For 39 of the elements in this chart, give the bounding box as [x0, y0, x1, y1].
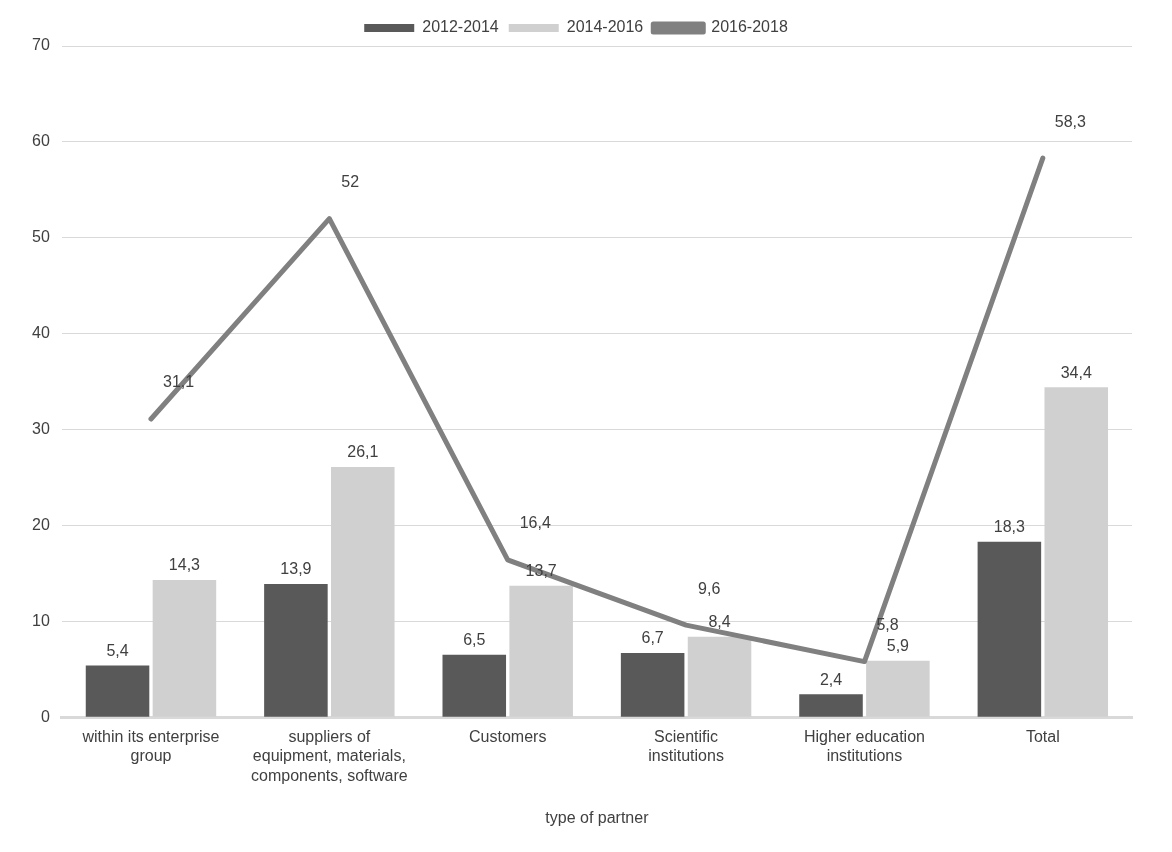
y-tick-label: 50 — [32, 228, 50, 246]
bar — [977, 541, 1042, 717]
data-label: 52 — [341, 173, 360, 190]
data-label: 18,3 — [993, 518, 1026, 536]
y-tick-label: 10 — [32, 611, 50, 629]
data-label: 58,3 — [1054, 112, 1087, 130]
x-tick-label: within its enterprise group — [81, 728, 220, 765]
data-label: 6,7 — [641, 629, 664, 647]
y-tick-label: 40 — [32, 324, 50, 342]
data-label: 26,1 — [347, 443, 379, 461]
legend-label: 2016-2018 — [711, 18, 788, 36]
legend-label: 2012-2014 — [422, 18, 499, 36]
x-axis-title: type of partner — [545, 808, 650, 826]
data-label: 13,9 — [280, 560, 312, 578]
bar — [442, 654, 507, 717]
x-tick-label: Customers — [469, 728, 547, 746]
x-tick-label: Total — [1025, 728, 1060, 746]
data-label: 5,9 — [886, 637, 910, 655]
data-label: 34,4 — [1060, 363, 1092, 381]
y-tick-label: 30 — [32, 419, 50, 437]
data-label: 16,4 — [519, 514, 551, 532]
data-label: 9,6 — [698, 579, 721, 597]
legend-label: 2014-2016 — [566, 18, 644, 36]
data-label: 5,4 — [106, 641, 129, 659]
x-tick-label: suppliers of equipment, materials, components, software — [251, 728, 408, 784]
y-tick-label: 0 — [40, 707, 50, 725]
y-tick-label: 20 — [32, 515, 50, 533]
bar — [264, 583, 328, 717]
y-tick-label: 70 — [32, 36, 50, 54]
data-label: 14,3 — [168, 556, 201, 574]
x-tick-label: Scientific institutions — [648, 728, 724, 765]
x-tick-label: Higher education institutions — [803, 728, 925, 765]
data-label: 6,5 — [463, 631, 486, 649]
bar — [799, 694, 863, 717]
bar — [620, 652, 685, 717]
data-label: 2,4 — [819, 670, 843, 688]
bar — [85, 665, 150, 717]
y-tick-label: 60 — [32, 132, 50, 150]
data-label: 8,4 — [708, 613, 731, 631]
